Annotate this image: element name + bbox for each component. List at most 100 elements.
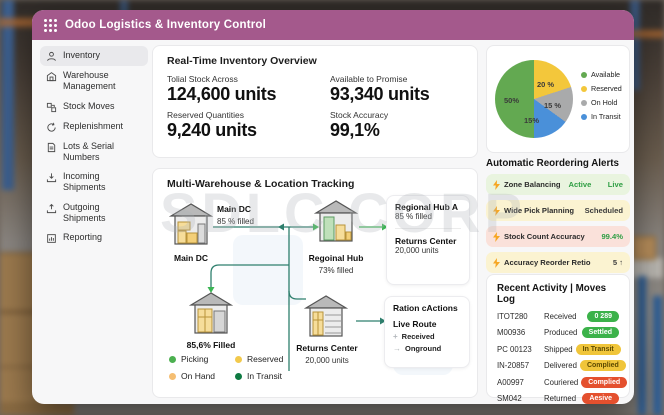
pie-legend-on-hold: On Hold [581,98,622,107]
activity-row[interactable]: IN-20857 Delivered Complied [497,358,626,375]
document-icon [46,142,57,153]
recent-activity-card: Recent Activity | Moves Log ITOT280 Rece… [486,274,630,404]
app-launcher-icon[interactable] [44,18,57,32]
hub-summary-panel: Regional Hub A 85 % filled Returns Cente… [386,195,470,285]
route-actions-panel: Ration cActions Live Route + Received → … [384,296,470,368]
sidebar-item-lots-serial-numbers[interactable]: Lots & Serial Numbers [40,137,148,168]
metric-reserved-quantities: Reserved Quantities 9,240 units [167,110,257,140]
route-item-onground: → Onground [393,344,442,353]
app-window: Odoo Logistics & Inventory Control Inven… [32,10,634,404]
status-badge: Aesive [582,393,619,404]
activity-row[interactable]: A00997 Couriered Complied [497,374,628,391]
person-icon [46,51,57,62]
sidebar-item-label: Stock Moves [63,100,115,111]
sidebar-item-label: Reporting [63,232,103,242]
stock-distribution-card: 20 % 15 % 15% 50% Available Reserved On … [486,45,630,153]
picking-dot-icon [169,355,176,363]
inbox-up-icon [46,203,57,214]
regional-hub-caption: Regoinal Hub 73% filled [308,253,364,275]
sidebar-item-label: Replenishment [63,120,124,131]
sidebar-item-label: Incoming Shipments [63,171,106,193]
plus-arrow-icon: + [393,332,398,341]
alert-accuracy-reorder-ratio[interactable]: Accuracy Reorder Retio 5 ↑ [486,252,630,273]
app-title: Odoo Logistics & Inventory Control [65,19,267,31]
route-lines [207,223,388,371]
sidebar-item-label: Lots & Serial Numbers [63,140,115,162]
returns-center-caption: Returns Center 20,000 units [296,343,358,365]
bolt-icon [493,231,500,242]
bolt-icon [493,179,500,190]
sidebar-item-warehouse-management[interactable]: Warehouse Management [40,66,148,97]
available-dot-icon [581,71,587,78]
pie-legend-available: Available [581,70,622,79]
in-transit-dot-icon [235,372,242,380]
boxes-icon [46,102,57,113]
status-badge: 0 289 [587,310,619,322]
activity-row[interactable]: SM042 Returned Aesive [497,391,619,404]
bolt-icon [493,205,500,216]
alert-zone-balancing[interactable]: Zone Balancing Active Live [486,174,630,195]
sidebar-item-label: Inventory [63,50,101,60]
sidebar-item-inventory[interactable]: Inventory [40,46,148,66]
warehouse-diagram: Main DC 85 % filled Main DC Regoinal Hub 7… [153,195,477,397]
sidebar-item-reporting[interactable]: Reporting [40,228,148,248]
warehouse-main-dc-icon [169,202,213,248]
route-item-received: + Received [393,332,435,341]
reserved-dot-icon [235,355,242,363]
legend-reserved: Reserved [235,354,283,364]
activity-title: Recent Activity | Moves Log [497,283,607,305]
alerts-title: Automatic Reordering Alerts [486,158,620,169]
inbox-down-icon [46,172,57,183]
legend-on-hand: On Hand [169,371,235,381]
status-badge: Settled [581,327,619,339]
legend-in-transit: In Transit [235,371,283,381]
warehouse-tracking-card: Multi-Warehouse & Location Tracking [152,168,478,398]
diagram-legend: Picking Reserved On Hand In Transit [169,354,283,381]
in-transit-dot-icon [581,113,587,120]
main-dc-callout: Main DC 85 % filled [217,204,254,226]
status-badge: In Transit [575,343,621,355]
pie-label-reserved: 20 % [537,80,555,89]
inventory-overview-card: Real-Time Inventory Overview Tolial Stoc… [152,45,478,158]
sidebar: Inventory Warehouse Management Stock Mov… [40,46,148,248]
sidebar-item-replenishment[interactable]: Replenishment [40,117,148,137]
pie-label-available: 50% [504,96,520,105]
tracking-title: Multi-Warehouse & Location Tracking [167,178,355,190]
warehouse-icon [46,71,57,82]
legend-picking: Picking [169,354,235,364]
metric-stock-accuracy: Stock Accuracy 99,1% [330,110,389,140]
activity-row[interactable]: M00936 Produced Settled [497,325,619,342]
sidebar-item-incoming-shipments[interactable]: Incoming Shipments [40,167,148,198]
sidebar-item-outgoing-shipments[interactable]: Outgoing Shipments [40,198,148,229]
right-arrow-icon: → [393,344,401,353]
stock-pie-chart [495,60,573,138]
metric-available-to-promise: Available to Promise 93,340 units [330,74,430,104]
pie-legend: Available Reserved On Hold In Transit [581,70,622,121]
refresh-icon [46,122,57,133]
sidebar-item-label: Warehouse Management [63,70,116,92]
warehouse-returns-icon [304,294,348,340]
warehouse-c-icon [189,291,233,337]
on-hand-dot-icon [169,372,176,380]
on-hold-dot-icon [581,99,587,106]
main-dc-caption: Main DC [174,253,208,263]
pie-legend-reserved: Reserved [581,84,622,93]
titlebar: Odoo Logistics & Inventory Control [32,10,634,40]
sidebar-item-stock-moves[interactable]: Stock Moves [40,97,148,117]
pie-label-on-hold: 15 % [544,101,562,110]
activity-row[interactable]: PC 00123 Shipped In Transit [497,341,621,358]
status-badge: Complied [581,376,628,388]
alert-stock-count-accuracy[interactable]: Stock Count Accuracy 99.4% [486,226,630,247]
bolt-icon [493,257,500,268]
status-badge: Complied [579,360,626,372]
metric-total-stock: Tolial Stock Across 124,600 units [167,74,277,104]
pie-legend-in-transit: In Transit [581,112,622,121]
reserved-dot-icon [581,85,587,92]
warehouse-regional-hub-icon [314,199,358,245]
activity-row[interactable]: ITOT280 Received 0 289 [497,308,619,325]
overview-title: Real-Time Inventory Overview [167,55,317,67]
alert-wide-pick-planning[interactable]: Wide Pick Planning Scheduled [486,200,630,221]
sidebar-item-label: Outgoing Shipments [63,201,106,223]
warehouse-c-caption: 85,6% Filled [186,340,236,350]
pie-label-in-transit: 15% [524,116,540,125]
